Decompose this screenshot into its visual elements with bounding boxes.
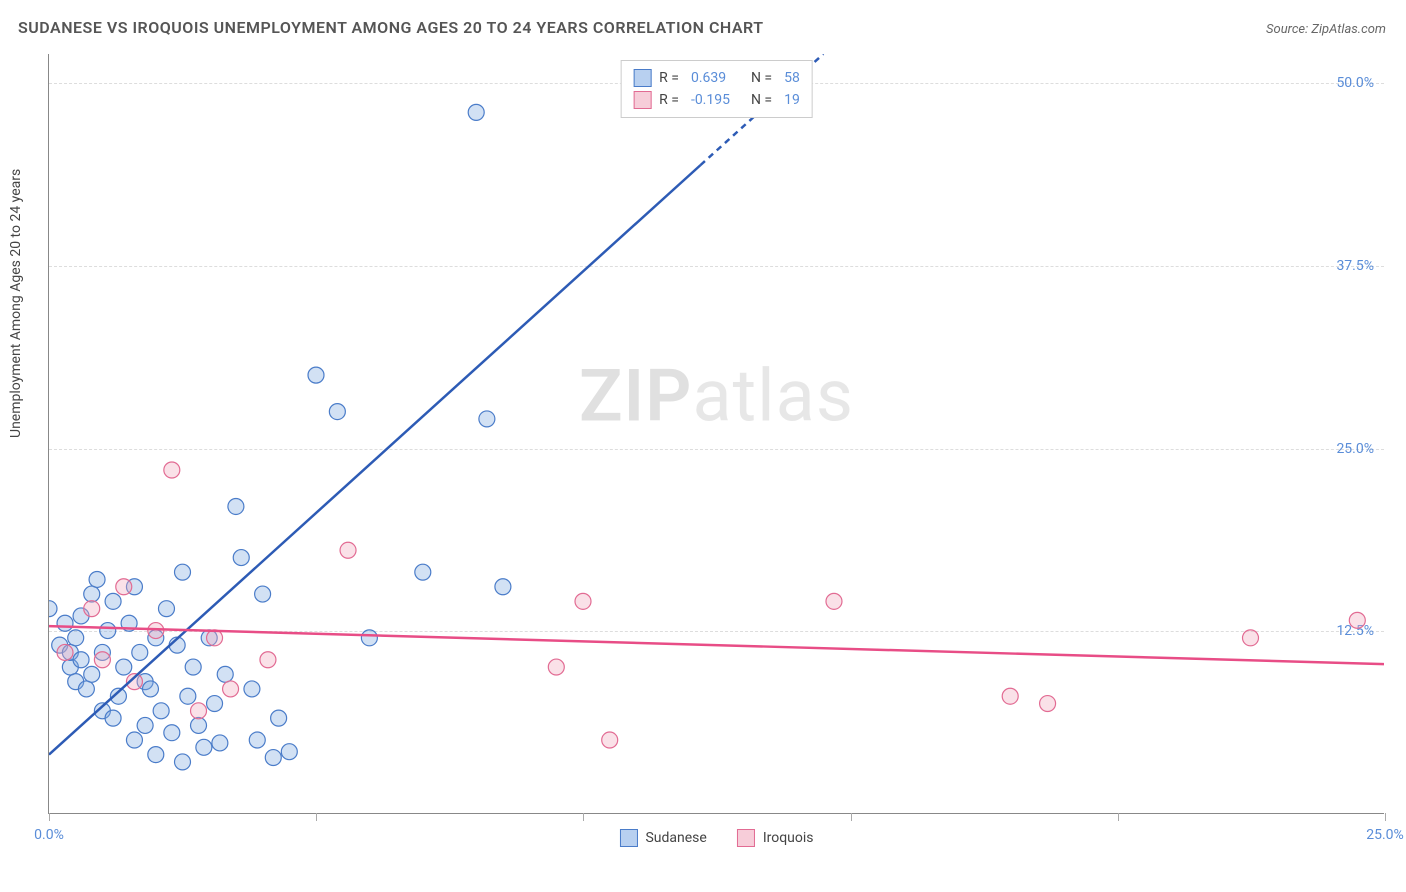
x-tick <box>1385 813 1386 821</box>
legend-swatch <box>737 829 755 847</box>
scatter-point-sudanese <box>308 367 324 383</box>
scatter-point-iroquois <box>223 681 239 697</box>
legend-swatch <box>633 91 651 109</box>
scatter-point-sudanese <box>100 623 116 639</box>
scatter-point-sudanese <box>271 710 287 726</box>
scatter-point-sudanese <box>175 754 191 770</box>
scatter-point-iroquois <box>1243 630 1259 646</box>
scatter-point-iroquois <box>260 652 276 668</box>
x-tick <box>316 813 317 821</box>
scatter-point-iroquois <box>826 593 842 609</box>
scatter-point-sudanese <box>217 666 233 682</box>
scatter-point-iroquois <box>57 644 73 660</box>
legend-correlation-row: R = 0.639 N = 58 <box>633 67 800 89</box>
legend-n-label: N = <box>751 92 772 108</box>
scatter-point-sudanese <box>73 652 89 668</box>
legend-r-label: R = <box>659 70 679 86</box>
scatter-point-sudanese <box>158 601 174 617</box>
scatter-point-iroquois <box>84 601 100 617</box>
scatter-point-sudanese <box>228 498 244 514</box>
legend-series-item: Sudanese <box>619 829 706 847</box>
x-tick-label: 25.0% <box>1366 827 1404 843</box>
legend-series: Sudanese Iroquois <box>619 829 813 847</box>
scatter-point-sudanese <box>191 717 207 733</box>
legend-swatch <box>633 69 651 87</box>
scatter-point-sudanese <box>126 732 142 748</box>
scatter-point-sudanese <box>281 744 297 760</box>
scatter-point-sudanese <box>207 696 223 712</box>
legend-n-value: 19 <box>784 92 800 108</box>
scatter-point-iroquois <box>94 652 110 668</box>
scatter-point-sudanese <box>180 688 196 704</box>
legend-correlation: R = 0.639 N = 58 R = -0.195 N = 19 <box>620 60 813 118</box>
x-tick <box>1118 813 1119 821</box>
scatter-point-sudanese <box>175 564 191 580</box>
scatter-point-iroquois <box>340 542 356 558</box>
scatter-point-sudanese <box>132 644 148 660</box>
scatter-point-sudanese <box>164 725 180 741</box>
scatter-point-iroquois <box>191 703 207 719</box>
scatter-point-sudanese <box>148 747 164 763</box>
chart-title: SUDANESE VS IROQUOIS UNEMPLOYMENT AMONG … <box>18 18 764 37</box>
legend-n-value: 58 <box>784 70 800 86</box>
scatter-point-sudanese <box>196 739 212 755</box>
scatter-point-sudanese <box>212 735 228 751</box>
scatter-point-sudanese <box>265 750 281 766</box>
scatter-point-iroquois <box>1349 612 1365 628</box>
scatter-point-sudanese <box>329 404 345 420</box>
scatter-point-iroquois <box>575 593 591 609</box>
x-tick-label: 0.0% <box>34 827 64 843</box>
scatter-point-sudanese <box>68 630 84 646</box>
scatter-plot-svg <box>49 54 1384 813</box>
legend-series-label: Sudanese <box>645 830 706 846</box>
scatter-point-sudanese <box>84 586 100 602</box>
scatter-point-sudanese <box>116 659 132 675</box>
scatter-point-sudanese <box>84 666 100 682</box>
scatter-point-sudanese <box>233 550 249 566</box>
y-axis-title: Unemployment Among Ages 20 to 24 years <box>8 169 24 438</box>
legend-series-label: Iroquois <box>763 830 814 846</box>
scatter-point-sudanese <box>57 615 73 631</box>
scatter-point-iroquois <box>1002 688 1018 704</box>
scatter-point-iroquois <box>1040 696 1056 712</box>
scatter-point-sudanese <box>49 601 57 617</box>
scatter-point-sudanese <box>244 681 260 697</box>
x-tick <box>851 813 852 821</box>
scatter-point-sudanese <box>137 717 153 733</box>
scatter-point-sudanese <box>153 703 169 719</box>
scatter-point-iroquois <box>116 579 132 595</box>
legend-swatch <box>619 829 637 847</box>
legend-series-item: Iroquois <box>737 829 814 847</box>
legend-r-value: -0.195 <box>691 92 743 108</box>
scatter-point-sudanese <box>142 681 158 697</box>
scatter-point-sudanese <box>415 564 431 580</box>
scatter-point-sudanese <box>185 659 201 675</box>
x-tick <box>49 813 50 821</box>
scatter-point-sudanese <box>468 104 484 120</box>
scatter-point-iroquois <box>602 732 618 748</box>
scatter-point-sudanese <box>78 681 94 697</box>
legend-correlation-row: R = -0.195 N = 19 <box>633 89 800 111</box>
scatter-point-sudanese <box>89 571 105 587</box>
x-tick <box>583 813 584 821</box>
legend-r-value: 0.639 <box>691 70 743 86</box>
source-label: Source: ZipAtlas.com <box>1266 22 1386 37</box>
scatter-point-sudanese <box>105 593 121 609</box>
legend-n-label: N = <box>751 70 772 86</box>
scatter-point-iroquois <box>548 659 564 675</box>
scatter-point-sudanese <box>479 411 495 427</box>
scatter-point-sudanese <box>255 586 271 602</box>
scatter-point-sudanese <box>249 732 265 748</box>
plot-area: ZIPatlas R =0.639N =58R =-0.195N =19 Sud… <box>48 54 1384 814</box>
scatter-point-iroquois <box>164 462 180 478</box>
scatter-point-sudanese <box>105 710 121 726</box>
legend-r-label: R = <box>659 92 679 108</box>
scatter-point-sudanese <box>361 630 377 646</box>
scatter-point-sudanese <box>495 579 511 595</box>
